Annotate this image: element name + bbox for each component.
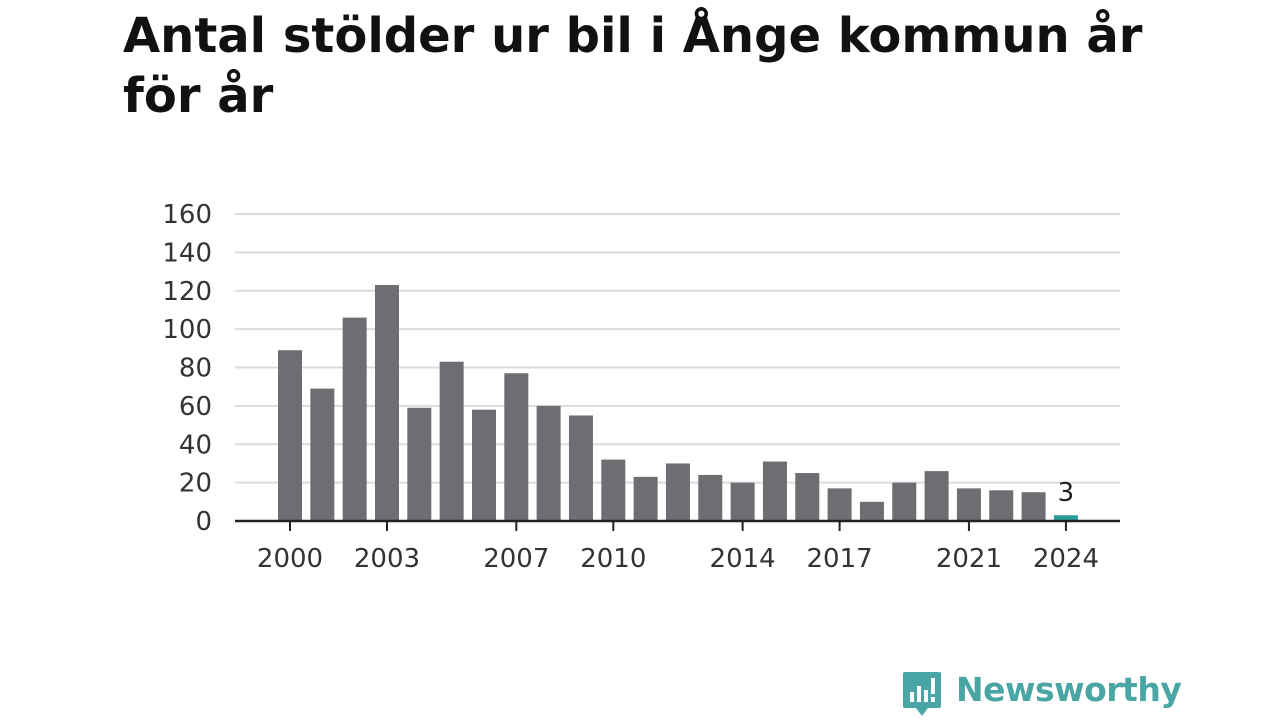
bar-2024 (1053, 515, 1078, 521)
y-tick-label: 160 (162, 200, 212, 230)
x-tick-label: 2007 (483, 544, 549, 574)
x-tick-label: 2000 (257, 544, 323, 574)
bar-2008 (536, 405, 561, 521)
data-label-2024: 3 (1058, 478, 1075, 508)
bar-2003 (374, 284, 399, 521)
y-tick-label: 0 (195, 507, 212, 537)
y-tick-label: 20 (179, 469, 212, 499)
bar-2002 (342, 317, 367, 521)
x-tick-label: 2017 (807, 544, 873, 574)
x-tick-label: 2003 (354, 544, 420, 574)
gridlines (235, 213, 1120, 484)
bar-2015 (762, 461, 787, 521)
y-tick-label: 40 (179, 430, 212, 460)
bars (278, 284, 1078, 521)
x-tick-label: 2024 (1033, 544, 1099, 574)
bar-2006 (471, 409, 496, 521)
y-tick-label: 60 (179, 392, 212, 422)
bar-2001 (310, 388, 335, 521)
bar-2014 (730, 482, 755, 521)
bar-2011 (633, 476, 658, 521)
bar-2009 (568, 415, 593, 521)
bar-2016 (795, 473, 820, 521)
newsworthy-logo-icon (903, 672, 941, 716)
x-tick-label: 2014 (710, 544, 776, 574)
logo-text: Newsworthy (956, 670, 1182, 709)
chart-title: Antal stölder ur bil i Ånge kommun år fö… (123, 8, 1143, 124)
bar-2017 (827, 488, 852, 521)
bar-2020 (924, 471, 949, 521)
y-tick-label: 100 (162, 315, 212, 345)
bar-2019 (892, 482, 917, 521)
newsworthy-logo: Newsworthy (902, 670, 1182, 720)
y-tick-label: 140 (162, 238, 212, 268)
bar-2022 (989, 490, 1014, 521)
data-labels: 3 (1058, 478, 1075, 508)
bar-2005 (439, 361, 464, 521)
x-tick-label: 2021 (936, 544, 1002, 574)
bar-2023 (1021, 492, 1046, 521)
bar-2013 (698, 474, 723, 521)
bar-2000 (278, 350, 302, 521)
bar-2012 (665, 463, 690, 521)
y-tick-label: 120 (162, 277, 212, 307)
y-axis-ticks: 0 20 40 60 80 100 120 140 160 (162, 200, 212, 537)
bar-2021 (956, 488, 981, 521)
bar-2010 (601, 459, 626, 521)
bar-2004 (407, 407, 432, 521)
bar-2018 (859, 501, 884, 521)
bar-2007 (504, 373, 529, 521)
x-tick-label: 2010 (580, 544, 646, 574)
x-axis: 2000 2003 2007 2010 2014 2017 2021 2024 (235, 519, 1120, 574)
y-tick-label: 80 (179, 354, 212, 384)
